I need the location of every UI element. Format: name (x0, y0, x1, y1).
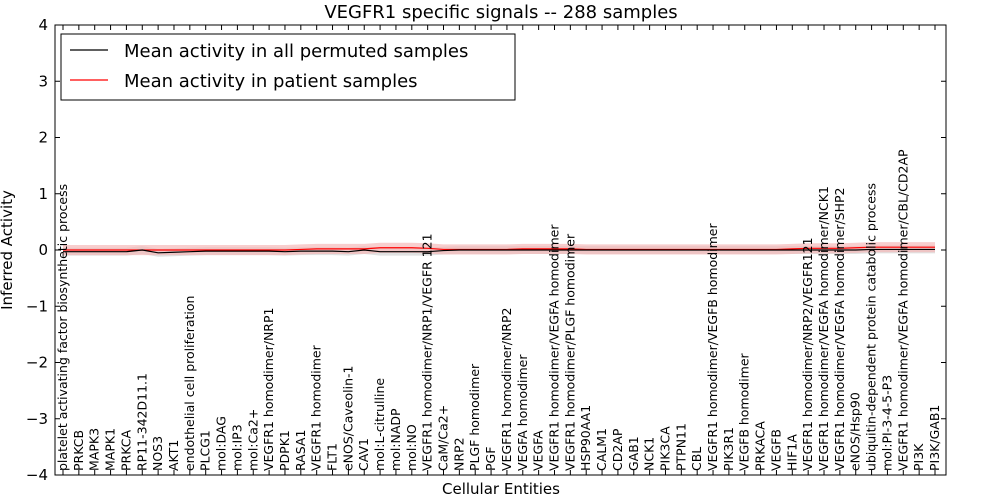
category-label: MAPK1 (103, 428, 118, 471)
category-label: CBL (689, 447, 704, 471)
category-label: mol:DAG (214, 416, 229, 471)
category-label: eNOS/Hsp90 (848, 392, 863, 471)
category-label: PIK3R1 (721, 427, 736, 471)
category-label: mol:NO (404, 424, 419, 471)
category-label: PRKCB (71, 430, 86, 471)
y-axis-label: Inferred Activity (0, 190, 16, 310)
category-label: mol:NADP (388, 408, 403, 471)
confidence-bands (63, 242, 935, 257)
category-label: RASA1 (293, 430, 308, 471)
y-tick-label: 1 (38, 185, 48, 203)
series-lines (63, 246, 935, 254)
y-tick-label: 3 (38, 72, 48, 90)
category-label: VEGFR1 homodimer/NRP1 (261, 308, 276, 471)
category-label: mol:Ca2+ (245, 409, 260, 471)
category-labels: platelet activating factor biosynthetic … (55, 149, 942, 471)
category-label: PDPK1 (277, 430, 292, 471)
category-label: NRP2 (451, 437, 466, 471)
category-label: CD2AP (610, 428, 625, 471)
category-label: mol:PI-3-4-5-P3 (879, 375, 894, 471)
category-label: PI3K/GAB1 (927, 405, 942, 471)
category-label: PRKCA (118, 430, 133, 471)
category-label: VEGFR1 homodimer/NRP2/VEGFR121 (800, 237, 815, 471)
category-label: eNOS/Caveolin-1 (340, 366, 355, 471)
category-label: AKT1 (166, 440, 181, 471)
chart-title: VEGFR1 specific signals -- 288 samples (324, 2, 677, 23)
legend-label-permuted: Mean activity in all permuted samples (124, 41, 468, 62)
y-tick-label: 4 (38, 16, 48, 34)
y-axis-ticks: −4 −3 −2 −1 0 1 2 3 4 (26, 16, 946, 484)
y-tick-label: −2 (26, 354, 48, 372)
y-tick-label: −3 (26, 410, 48, 428)
y-tick-label: −1 (26, 297, 48, 315)
category-label: VEGFR1 homodimer/VEGFA homodimer (546, 224, 561, 471)
category-label: CALM1 (594, 428, 609, 471)
category-label: mol:IP3 (229, 424, 244, 471)
category-label: VEGFR1 homodimer/VEGFA homodimer/NCK1 (816, 186, 831, 471)
y-tick-label: 0 (38, 241, 48, 259)
category-label: PIK3CA (657, 426, 672, 471)
category-label: VEGFR1 homodimer/VEGFA homodimer/CBL/CD2… (895, 149, 910, 471)
category-label: VEGFR1 homodimer/VEGFB homodimer (705, 223, 720, 471)
category-label: MAPK3 (87, 428, 102, 471)
category-label: NCK1 (642, 437, 657, 471)
y-tick-label: 2 (38, 129, 48, 147)
category-label: VEGFR1 homodimer/VEGFA homodimer/SHP2 (832, 187, 847, 471)
category-label: PLCG1 (198, 430, 213, 471)
category-label: HSP90AA1 (578, 405, 593, 471)
category-label: VEGFR1 homodimer (309, 344, 324, 471)
category-label: CaM/Ca2+ (436, 405, 451, 471)
category-label: VEGFA homodimer (515, 354, 530, 471)
category-label: PLGF homodimer (467, 363, 482, 471)
x-axis-ticks (62, 25, 936, 475)
category-label: VEGFB homodimer (737, 352, 752, 471)
legend-box (60, 33, 516, 101)
category-label: RP11-342D11.1 (134, 373, 149, 471)
category-label: CAV1 (356, 438, 371, 471)
category-label: VEGFB (768, 429, 783, 471)
category-label: VEGFR1 homodimer/NRP1/VEGFR 121 (420, 233, 435, 471)
x-axis-label: Cellular Entities (442, 480, 560, 498)
series-line-0 (63, 248, 935, 254)
category-label: endothelial cell proliferation (182, 296, 197, 471)
legend-label-patient: Mean activity in patient samples (124, 71, 418, 92)
category-label: VEGFR1 homodimer/NRP2 (499, 308, 514, 471)
legend: Mean activity in all permuted samples Me… (60, 33, 516, 101)
category-label: VEGFR1 homodimer/PLGF homodimer (562, 233, 577, 471)
category-label: mol:L-citrulline (372, 378, 387, 471)
category-label: VEGFA (531, 430, 546, 471)
category-label: PGF (483, 447, 498, 471)
category-label: ubiquitin-dependent protein catabolic pr… (864, 183, 879, 471)
category-label: NOS3 (150, 436, 165, 471)
y-tick-label: −4 (26, 466, 48, 484)
category-label: PRKACA (753, 421, 768, 471)
category-label: PI3K (911, 443, 926, 471)
category-label: platelet activating factor biosynthetic … (55, 184, 70, 471)
category-label: PTPN11 (673, 423, 688, 471)
category-label: FLT1 (325, 443, 340, 471)
category-label: GAB1 (626, 436, 641, 471)
category-label: HIF1A (784, 434, 799, 471)
